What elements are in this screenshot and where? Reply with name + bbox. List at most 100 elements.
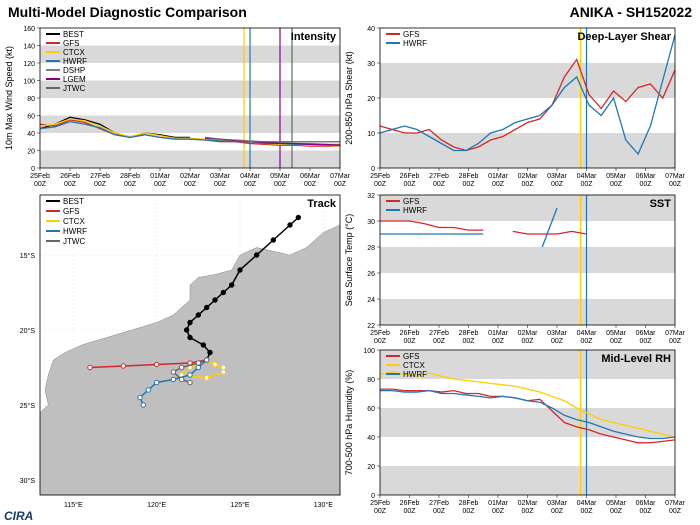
svg-text:80: 80 [27,96,35,103]
svg-text:40: 40 [367,26,375,33]
svg-text:28: 28 [367,245,375,252]
svg-text:26Feb: 26Feb [400,173,420,180]
svg-text:GFS: GFS [403,30,419,39]
svg-text:00Z: 00Z [580,508,593,515]
svg-text:04Mar: 04Mar [577,173,598,180]
svg-text:10: 10 [367,131,375,138]
svg-text:00Z: 00Z [462,181,475,188]
svg-text:200-850 hPa Shear (kt): 200-850 hPa Shear (kt) [344,51,354,145]
svg-text:00Z: 00Z [639,338,652,345]
svg-text:GFS: GFS [403,352,419,361]
svg-text:06Mar: 06Mar [300,173,321,180]
svg-text:06Mar: 06Mar [636,500,657,507]
svg-text:04Mar: 04Mar [577,500,598,507]
svg-text:00Z: 00Z [521,508,534,515]
svg-text:00Z: 00Z [34,181,47,188]
svg-text:Deep-Layer Shear: Deep-Layer Shear [577,31,671,43]
svg-text:04Mar: 04Mar [577,330,598,337]
svg-text:15°S: 15°S [20,252,36,260]
svg-text:80: 80 [367,377,375,384]
svg-text:00Z: 00Z [669,338,682,345]
svg-text:100: 100 [23,79,35,86]
svg-text:28Feb: 28Feb [459,500,479,507]
svg-text:30: 30 [367,61,375,68]
svg-text:00Z: 00Z [669,181,682,188]
svg-text:00Z: 00Z [610,508,623,515]
svg-text:00Z: 00Z [403,338,416,345]
svg-text:00Z: 00Z [374,338,387,345]
svg-text:0: 0 [371,166,375,173]
svg-text:0: 0 [371,493,375,500]
svg-text:00Z: 00Z [492,508,505,515]
svg-text:06Mar: 06Mar [636,173,657,180]
svg-text:01Mar: 01Mar [488,500,509,507]
svg-text:CTCX: CTCX [63,217,85,226]
svg-text:00Z: 00Z [433,508,446,515]
svg-text:03Mar: 03Mar [210,173,231,180]
svg-text:32: 32 [367,193,375,200]
svg-text:00Z: 00Z [462,508,475,515]
svg-text:HWRF: HWRF [403,370,427,379]
svg-text:07Mar: 07Mar [665,500,686,507]
svg-text:00Z: 00Z [304,181,317,188]
svg-text:25Feb: 25Feb [30,173,50,180]
svg-text:28Feb: 28Feb [459,330,479,337]
svg-text:26Feb: 26Feb [400,330,420,337]
svg-text:HWRF: HWRF [403,206,427,215]
svg-text:00Z: 00Z [274,181,287,188]
svg-text:10m Max Wind Speed (kt): 10m Max Wind Speed (kt) [4,46,14,150]
svg-text:00Z: 00Z [492,338,505,345]
svg-text:JTWC: JTWC [63,84,85,93]
svg-text:40: 40 [367,435,375,442]
svg-text:01Mar: 01Mar [150,173,171,180]
svg-text:0: 0 [31,166,35,173]
svg-text:CTCX: CTCX [63,48,85,57]
svg-text:00Z: 00Z [639,181,652,188]
svg-text:05Mar: 05Mar [606,173,627,180]
svg-text:25Feb: 25Feb [370,500,390,507]
svg-text:125°E: 125°E [230,501,249,509]
svg-text:00Z: 00Z [154,181,167,188]
svg-text:02Mar: 02Mar [518,330,539,337]
svg-text:02Mar: 02Mar [180,173,201,180]
svg-text:SST: SST [650,198,672,210]
svg-text:JTWC: JTWC [63,237,85,246]
svg-text:Mid-Level RH: Mid-Level RH [601,353,671,365]
svg-text:20: 20 [27,149,35,156]
svg-text:60: 60 [367,406,375,413]
svg-text:BEST: BEST [63,197,84,206]
svg-text:00Z: 00Z [184,181,197,188]
svg-text:07Mar: 07Mar [665,173,686,180]
svg-text:00Z: 00Z [551,338,564,345]
svg-text:03Mar: 03Mar [547,500,568,507]
svg-text:30: 30 [367,219,375,226]
svg-text:00Z: 00Z [551,181,564,188]
svg-text:28Feb: 28Feb [120,173,140,180]
svg-text:DSHP: DSHP [63,66,85,75]
svg-text:60: 60 [27,114,35,121]
svg-text:26Feb: 26Feb [60,173,80,180]
svg-text:HWRF: HWRF [403,39,427,48]
svg-text:00Z: 00Z [580,181,593,188]
svg-text:Intensity: Intensity [291,31,337,43]
svg-text:01Mar: 01Mar [488,173,509,180]
svg-text:00Z: 00Z [521,338,534,345]
svg-text:00Z: 00Z [492,181,505,188]
svg-text:01Mar: 01Mar [488,330,509,337]
svg-text:00Z: 00Z [639,508,652,515]
svg-text:00Z: 00Z [610,181,623,188]
svg-text:700-500 hPa Humidity (%): 700-500 hPa Humidity (%) [344,370,354,476]
svg-text:40: 40 [27,131,35,138]
svg-text:03Mar: 03Mar [547,330,568,337]
svg-text:115°E: 115°E [64,501,83,509]
svg-text:CTCX: CTCX [403,361,425,370]
svg-text:27Feb: 27Feb [90,173,110,180]
svg-text:HWRF: HWRF [63,57,87,66]
svg-text:02Mar: 02Mar [518,500,539,507]
svg-text:04Mar: 04Mar [240,173,261,180]
svg-text:22: 22 [367,323,375,330]
svg-text:140: 140 [23,44,35,51]
svg-text:00Z: 00Z [610,338,623,345]
svg-text:100: 100 [363,348,375,355]
svg-text:00Z: 00Z [64,181,77,188]
